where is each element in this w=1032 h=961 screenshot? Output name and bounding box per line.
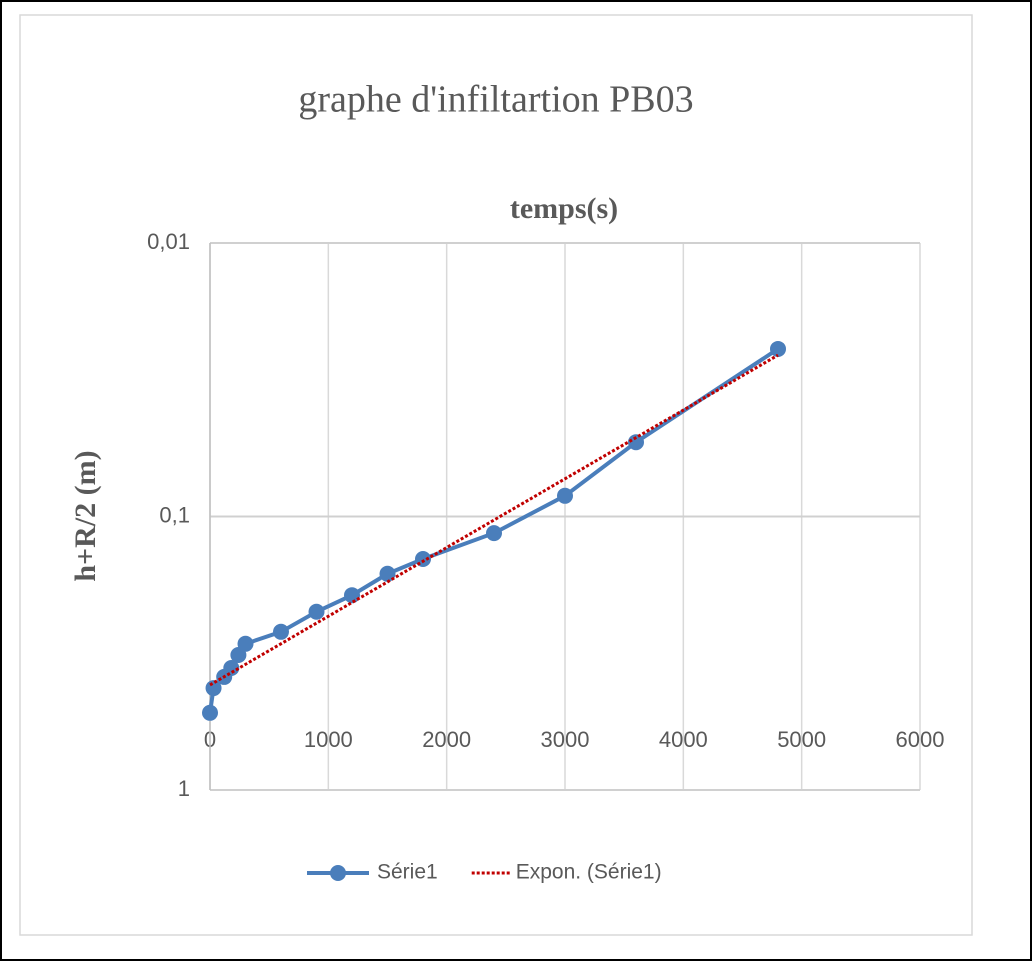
trend-line (209, 353, 779, 687)
marker (273, 623, 289, 640)
marker (202, 704, 218, 721)
y-tick-label: 0,01 (147, 229, 190, 254)
legend-marker (330, 865, 346, 881)
x-tick-label: 1000 (304, 727, 353, 752)
x-tick-label: 5000 (777, 727, 826, 752)
x-tick-label: 6000 (896, 727, 945, 752)
x-tick-label: 4000 (659, 727, 708, 752)
y-tick-label: 0,1 (159, 502, 190, 527)
y-tick-label: 1 (178, 776, 190, 801)
marker (308, 603, 325, 620)
marker (557, 487, 573, 504)
marker (223, 659, 240, 676)
x-tick-label: 3000 (541, 727, 590, 752)
marker (237, 635, 254, 652)
marker (379, 565, 396, 582)
marker (486, 525, 502, 542)
marker (628, 434, 644, 451)
chart-area (19, 14, 973, 936)
legend-label: Expon. (Série1) (516, 861, 662, 884)
chart-title: graphe d'infiltartion PB03 (298, 79, 693, 121)
marker (344, 587, 360, 604)
marker (770, 340, 786, 357)
y-axis-title: h+R/2 (m) (69, 450, 102, 581)
legend-label: Série1 (377, 861, 438, 884)
x-axis-title: temps(s) (510, 192, 618, 225)
x-tick-label: 2000 (422, 727, 471, 752)
